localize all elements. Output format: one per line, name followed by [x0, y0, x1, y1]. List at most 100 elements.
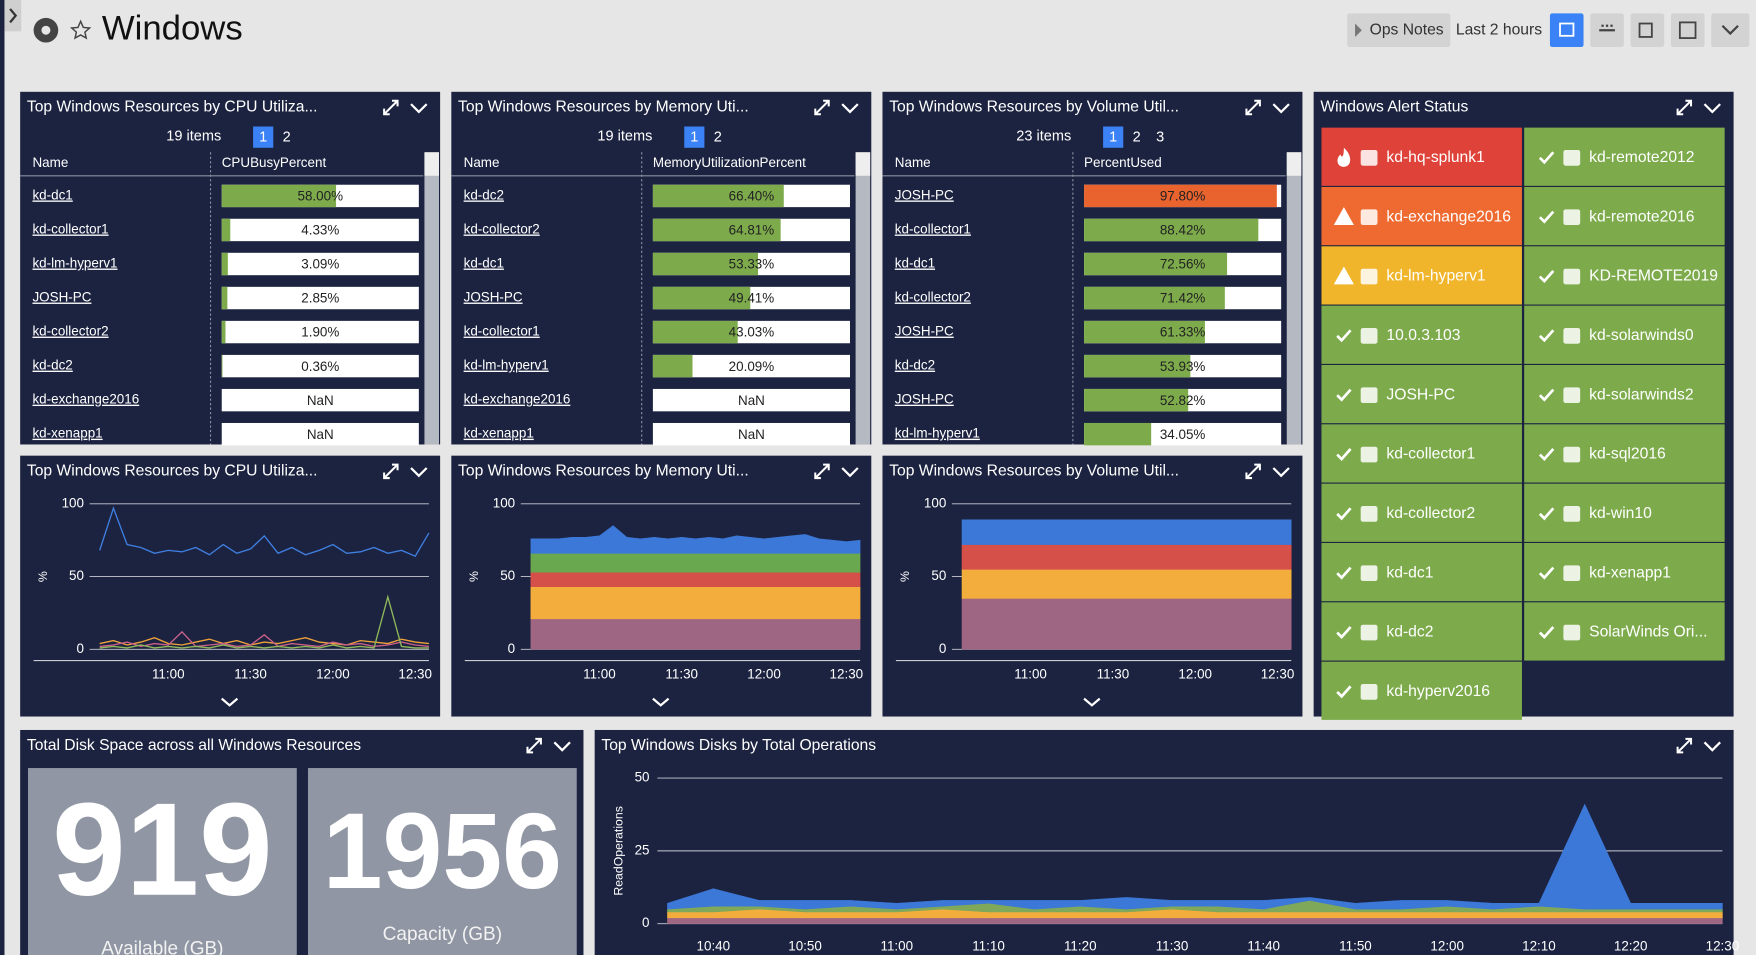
panel-title: Top Windows Resources by CPU Utiliza... — [27, 99, 318, 116]
x-tick-label: 11:30 — [234, 667, 267, 682]
expand-icon[interactable] — [1676, 737, 1693, 754]
collapse-chevron[interactable] — [1703, 103, 1721, 114]
column-header: CPUBusyPercent — [222, 155, 327, 170]
resource-link[interactable]: kd-dc1 — [464, 256, 504, 271]
resource-link[interactable]: kd-collector2 — [32, 324, 108, 339]
page-number[interactable]: 2 — [283, 130, 291, 146]
check-icon — [1538, 329, 1555, 343]
resource-link[interactable]: kd-dc2 — [464, 187, 504, 202]
series-area — [530, 553, 861, 573]
alert-cell[interactable] — [1524, 602, 1725, 661]
resource-link[interactable]: JOSH-PC — [895, 324, 954, 339]
legend-toggle[interactable] — [652, 697, 670, 707]
sidebar-toggle[interactable] — [4, 0, 22, 32]
page-number[interactable]: 1 — [259, 130, 267, 146]
legend-toggle[interactable] — [1083, 697, 1101, 707]
expand-icon[interactable] — [1245, 99, 1261, 116]
collapse-chevron[interactable] — [410, 103, 428, 114]
resource-link[interactable]: kd-dc2 — [32, 358, 72, 373]
resource-link[interactable]: kd-collector1 — [32, 222, 108, 237]
server-icon — [1360, 387, 1378, 404]
page-number[interactable]: 1 — [690, 130, 698, 146]
page-number[interactable]: 3 — [1156, 130, 1164, 146]
alert-cell[interactable] — [1321, 483, 1522, 542]
resource-link[interactable]: JOSH-PC — [895, 187, 954, 202]
resource-link[interactable]: kd-collector1 — [895, 222, 971, 237]
resource-link[interactable]: kd-collector2 — [895, 290, 971, 305]
bar — [1084, 252, 1228, 276]
alert-cell[interactable] — [1321, 305, 1522, 364]
column-header: Name — [32, 155, 68, 170]
page-number[interactable]: 1 — [1109, 130, 1117, 146]
clone-button[interactable] — [1630, 13, 1665, 48]
resource-link[interactable]: kd-exchange2016 — [464, 392, 571, 407]
expand-icon[interactable] — [1676, 99, 1693, 116]
bar-track — [221, 422, 419, 446]
calendar-button[interactable] — [1549, 13, 1584, 48]
resource-link[interactable]: kd-lm-hyperv1 — [464, 358, 549, 373]
resource-link[interactable]: kd-collector2 — [464, 222, 540, 237]
alert-cell[interactable] — [1321, 602, 1522, 661]
expand-icon[interactable] — [814, 463, 830, 480]
alert-cell[interactable] — [1524, 186, 1725, 246]
alert-cell[interactable] — [1321, 661, 1522, 720]
collapse-chevron[interactable] — [1272, 467, 1290, 478]
resource-link[interactable]: kd-xenapp1 — [464, 426, 534, 441]
favorite-star[interactable] — [69, 19, 92, 40]
alert-cell[interactable] — [1524, 127, 1725, 186]
fullscreen-button[interactable] — [1670, 13, 1705, 48]
collapse-chevron[interactable] — [1703, 741, 1721, 752]
server-icon — [1563, 387, 1581, 404]
resource-link[interactable]: JOSH-PC — [32, 290, 91, 305]
alert-cell[interactable] — [1321, 542, 1522, 602]
page-active — [253, 126, 274, 148]
bar-label: NaN — [307, 427, 334, 442]
alert-cell[interactable] — [1321, 364, 1522, 424]
alert-cell[interactable] — [1524, 424, 1725, 483]
alert-cell[interactable] — [1321, 127, 1522, 186]
expand-icon[interactable] — [526, 737, 542, 754]
expand-icon[interactable] — [383, 99, 399, 116]
resource-link[interactable]: kd-dc1 — [895, 256, 935, 271]
expand-icon[interactable] — [1245, 463, 1261, 480]
bar — [1084, 184, 1277, 208]
alert-cell[interactable] — [1524, 364, 1725, 424]
alert-cell[interactable] — [1321, 186, 1522, 246]
alert-cell[interactable] — [1524, 246, 1725, 305]
collapse-chevron[interactable] — [841, 467, 859, 478]
alert-name: 10.0.3.103 — [1386, 327, 1460, 344]
page-active — [1103, 126, 1124, 148]
legend-toggle[interactable] — [221, 697, 239, 707]
page-number[interactable]: 2 — [1133, 130, 1141, 146]
bar — [221, 286, 228, 310]
menu-button[interactable] — [1711, 13, 1750, 48]
series-line — [99, 506, 430, 558]
resource-link[interactable]: kd-collector1 — [464, 324, 540, 339]
expand-icon[interactable] — [814, 99, 830, 116]
alert-cell[interactable] — [1524, 483, 1725, 542]
alert-cell[interactable] — [1321, 246, 1522, 305]
time-range[interactable]: Last 2 hours — [1456, 21, 1542, 38]
ops-notes-button[interactable] — [1347, 13, 1451, 48]
collapse-chevron[interactable] — [1272, 103, 1290, 114]
collapse-chevron[interactable] — [553, 741, 571, 752]
resource-link[interactable]: kd-lm-hyperv1 — [32, 256, 117, 271]
resource-link[interactable]: kd-dc1 — [32, 187, 72, 202]
resource-link[interactable]: kd-lm-hyperv1 — [895, 426, 980, 441]
expand-icon[interactable] — [383, 463, 399, 480]
alert-cell[interactable] — [1321, 424, 1522, 483]
collapse-chevron[interactable] — [410, 467, 428, 478]
x-tick-label: 12:00 — [747, 667, 781, 682]
resource-link[interactable]: kd-exchange2016 — [32, 392, 139, 407]
resource-link[interactable]: kd-dc2 — [895, 358, 935, 373]
alert-cell[interactable] — [1524, 542, 1725, 602]
bar-label: 20.09% — [729, 359, 775, 374]
resource-link[interactable]: JOSH-PC — [464, 290, 523, 305]
alert-cell[interactable] — [1524, 305, 1725, 364]
x-tick-label: 11:10 — [972, 939, 1005, 954]
collapse-chevron[interactable] — [841, 103, 859, 114]
resource-link[interactable]: JOSH-PC — [895, 392, 954, 407]
resource-link[interactable]: kd-xenapp1 — [32, 426, 102, 441]
page-number[interactable]: 2 — [714, 130, 722, 146]
